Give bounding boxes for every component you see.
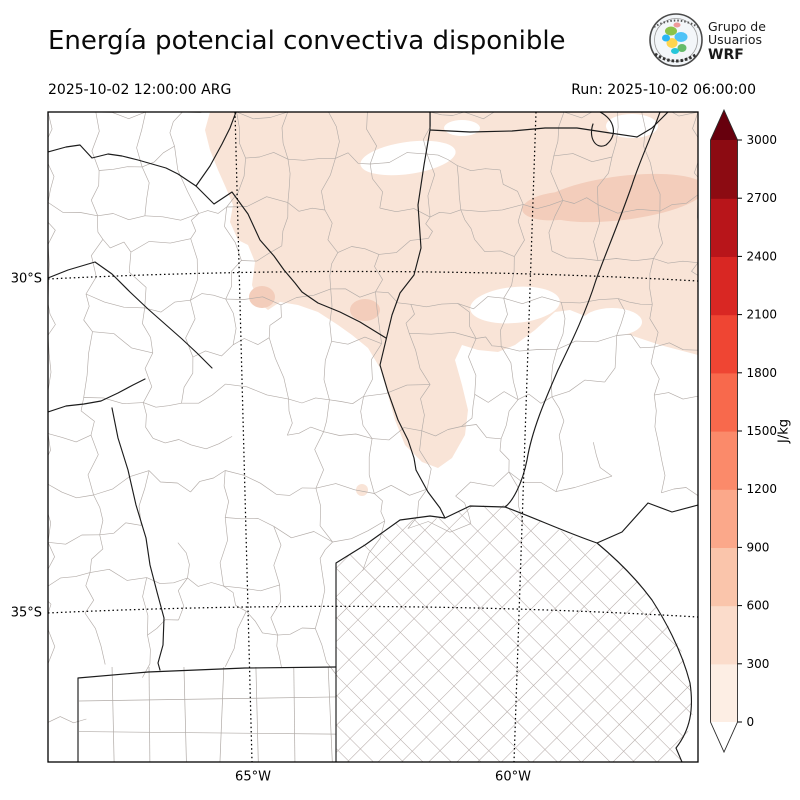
colorbar-segment (710, 489, 738, 548)
cape-shade-dot (356, 484, 368, 496)
meridian-60w (513, 112, 537, 762)
meridian-65w (234, 112, 253, 762)
colorbar-tick-label: 300 (747, 657, 770, 671)
logo-line1: Grupo de (708, 19, 766, 34)
cape-shade-light-region (205, 112, 698, 468)
colorbar-tick-label: 1800 (747, 366, 778, 380)
colorbar-tick-label: 2400 (747, 249, 778, 263)
colorbar-under-arrow (710, 722, 738, 752)
parallel-35s (48, 605, 698, 618)
cape-shading (205, 112, 698, 496)
parallel-30s (48, 270, 698, 282)
wrf-users-group-logo: Grupo de Usuarios WRF (649, 13, 766, 67)
cape-shade-medium-blob (522, 191, 594, 221)
colorbar-tick-label: 2100 (747, 308, 778, 322)
colorbar: 0 300 600 900 1200 1500 1800 2100 2400 2700 3000 (710, 108, 778, 754)
x-tick-label-65w: 65°W (235, 770, 271, 785)
logo-line3: WRF (708, 47, 744, 63)
colorbar-segment (710, 431, 738, 490)
y-tick-label-30s: 30°S (11, 272, 42, 287)
colorbar-segment (710, 547, 738, 607)
colorbar-segment (710, 663, 738, 723)
map-frame (47, 111, 699, 763)
colorbar-tick-label: 2700 (747, 191, 778, 205)
colorbar-tick-label: 900 (747, 540, 770, 554)
colorbar-segment (710, 372, 738, 432)
department-boundaries (48, 112, 698, 762)
logo-line2: Usuarios (708, 32, 762, 47)
page-title: Energía potencial convectiva disponible (48, 26, 566, 56)
colorbar-tick-label: 1200 (747, 482, 778, 496)
colorbar-tick-label: 1500 (747, 424, 778, 438)
province-boundaries (48, 112, 698, 762)
shade-hole2 (470, 286, 560, 324)
y-tick-label-35s: 35°S (11, 606, 42, 621)
colorbar-tick-label: 0 (747, 715, 755, 729)
valid-time-label: 2025-10-02 12:00:00 ARG (48, 82, 232, 98)
colorbar-segment (710, 198, 738, 257)
shade-hole4 (606, 114, 658, 138)
shade-hole5 (444, 120, 480, 136)
shade-hole3 (582, 308, 642, 336)
colorbar-unit-label: J/kg (777, 419, 792, 444)
run-time-label: Run: 2025-10-02 06:00:00 (571, 82, 756, 98)
colorbar-segment (710, 314, 738, 374)
colorbar-tick-label: 600 (747, 599, 770, 613)
globe-icon (649, 13, 703, 67)
la-pampa-departments (79, 667, 336, 762)
colorbar-segment (710, 140, 738, 199)
colorbar-tick-label: 3000 (747, 133, 778, 147)
colorbar-segment (710, 605, 738, 665)
colorbar-segment (710, 256, 738, 316)
x-tick-label-60w: 60°W (495, 770, 531, 785)
cape-shade-medium-spot2 (350, 299, 380, 321)
colorbar-over-arrow (710, 110, 738, 140)
graticule (48, 112, 698, 762)
